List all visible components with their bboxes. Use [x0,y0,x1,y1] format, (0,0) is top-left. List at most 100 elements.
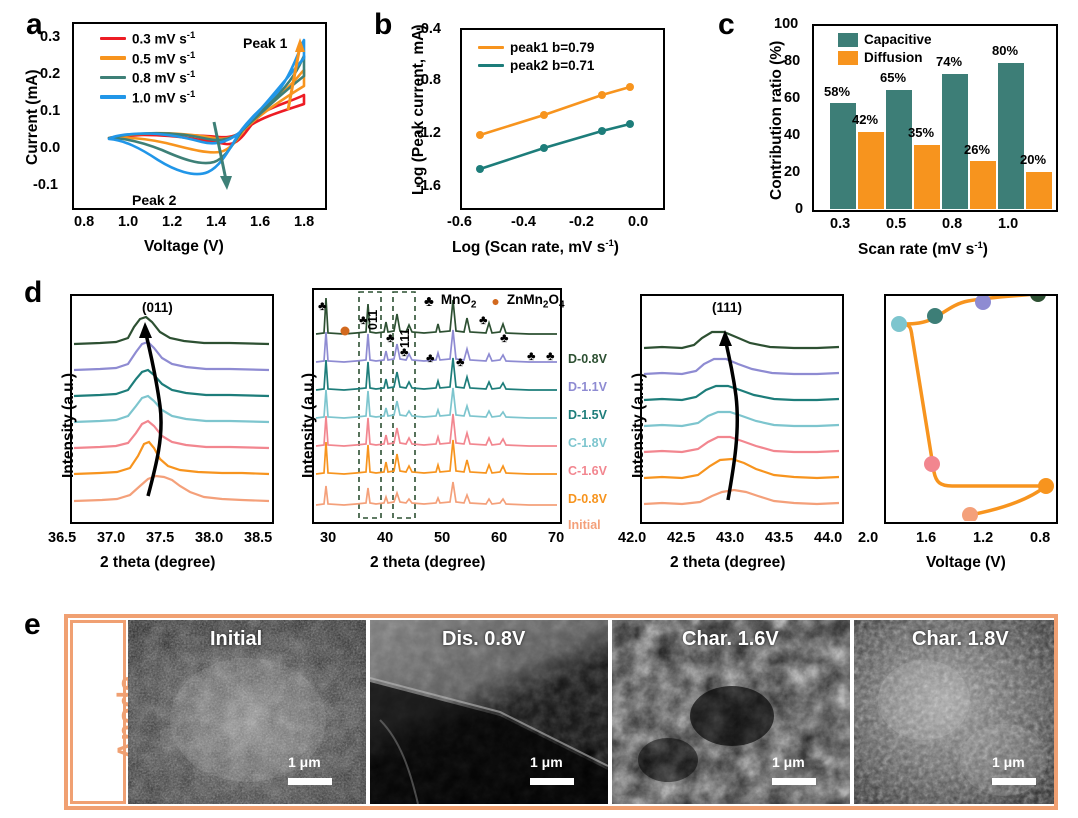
x-tick-d4-3: 0.8 [1030,530,1051,546]
sem-texture-char18 [854,620,1054,804]
panel-a-legend: 0.3 mV s-1 0.5 mV s-1 0.8 mV s-1 1.0 mV … [100,30,195,108]
legend-line-icon [478,63,504,68]
x-tick-d1-3: 38.0 [195,530,224,546]
x-tick-d2-4: 70 [548,530,565,546]
panel-c-plot [812,24,1058,212]
y-axis-label-d1: Intensity (a.u.) [60,372,77,478]
x-tick-a-2: 1.2 [162,214,183,230]
club-marker-icon: ♣ [400,344,409,359]
legend-label: 0.5 mV s-1 [132,49,196,67]
voltage-profile-svg [891,296,1054,521]
state-label-d-1-1v: D-1.1V [568,380,607,394]
legend-item-2: 0.8 mV s-1 [100,69,195,86]
x-tick-c-3: 1.0 [998,216,1019,232]
x-tick-d1-2: 37.5 [146,530,175,546]
sem-texture-initial [128,620,366,804]
panel-b-plot [460,28,665,210]
panel-letter-a: a [26,8,43,41]
legend-line-icon [100,56,126,60]
x-tick-a-0: 0.8 [74,214,95,230]
xrd-011-zoom-svg [73,315,270,503]
x-tick-d3-1: 42.5 [667,530,696,546]
panel-c-legend: Capacitive Diffusion [838,32,932,68]
phase-label-znmn2o4: ZnMn2O4 [506,292,565,311]
cv-curves-svg [107,38,306,190]
bar-label-dif-1: 35% [908,125,935,140]
club-marker-icon: ♣ [527,348,536,363]
xrd-111-zoom-svg [643,330,840,506]
state-label-d-0-8v: D-0.8V [568,492,607,506]
x-tick-b-1: -0.4 [511,214,536,230]
legend-item-3: 1.0 mV s-1 [100,89,195,105]
x-tick-c-1: 0.5 [886,216,907,232]
x-tick-b-0: -0.6 [447,214,472,230]
panel-letter-c: c [718,8,735,41]
legend-item-diffusion: Diffusion [838,50,932,65]
xrd-full-svg [315,291,557,519]
x-tick-a-5: 1.8 [294,214,315,230]
legend-label: 0.3 mV s-1 [132,30,196,47]
x-tick-d2-0: 30 [320,530,337,546]
x-tick-d3-3: 43.5 [765,530,794,546]
bar-label-dif-2: 26% [964,142,991,157]
y-tick-b-1: -0.8 [416,72,441,88]
x-axis-label-d1: 2 theta (degree) [100,554,216,571]
y-tick-c-0: 100 [774,16,799,32]
circle-symbol-icon: ● [491,293,500,310]
panel-letter-e: e [24,608,41,641]
sem-texture-char16 [612,620,850,804]
club-symbol-icon: ♣ [424,292,434,310]
x-tick-c-2: 0.8 [942,216,963,232]
x-tick-b-3: 0.0 [628,214,649,230]
y-axis-label-d3: Intensity (a.u.) [630,372,647,478]
anode-label-box [70,620,126,804]
bar-label-cap-3: 80% [992,43,1019,58]
club-marker-icon: ♣ [426,350,435,365]
legend-item-capacitive: Capacitive [838,32,932,47]
y-tick-a-0: 0.3 [40,29,61,45]
panel-a-plot [72,22,327,210]
y-axis-label-c: Contribution ratio (%) [768,40,785,200]
y-axis-label-b: Log (Peak current, mA) [410,24,427,195]
club-marker-icon: ♣ [546,348,555,363]
sem-image-dis-0-8v [370,620,608,804]
club-marker-icon: ♣ [456,354,465,369]
legend-line-icon [100,36,126,40]
y-tick-c-4: 20 [784,164,801,180]
x-tick-d4-2: 1.2 [973,530,994,546]
legend-label: Capacitive [864,32,932,47]
y-tick-c-3: 40 [784,127,801,143]
state-label-c-1-8v: C-1.8V [568,436,607,450]
panel-d-sub4-plot [884,294,1058,524]
scale-bar-dis-0-8v [530,778,574,785]
x-tick-d1-4: 38.5 [244,530,273,546]
bar-label-cap-1: 65% [880,70,907,85]
scale-text-initial: 1 μm [288,754,321,770]
peak-label-111: (111) [712,300,743,315]
scale-text-char-1-6v: 1 μm [772,754,805,770]
annotation-peak-2: Peak 2 [132,192,177,208]
y-tick-b-3: -1.6 [416,178,441,194]
y-tick-c-1: 80 [784,53,801,69]
legend-line-icon [478,45,504,50]
x-tick-d4-0: 2.0 [858,530,879,546]
legend-label: Diffusion [864,50,923,65]
x-tick-d2-1: 40 [377,530,394,546]
sem-caption-dis-0-8v: Dis. 0.8V [442,628,526,650]
x-tick-b-2: -0.2 [569,214,594,230]
y-tick-c-2: 60 [784,90,801,106]
sem-image-char-1-6v [612,620,850,804]
panel-d-sub1-plot [70,294,274,524]
legend-line-icon [100,75,126,79]
x-tick-d3-4: 44.0 [814,530,843,546]
club-marker-icon: ♣ [318,298,327,313]
legend-item-1: 0.5 mV s-1 [100,49,196,67]
x-axis-label-b: Log (Scan rate, mV s-1) [452,238,619,257]
x-tick-a-1: 1.0 [118,214,139,230]
bar-label-cap-0: 58% [824,84,851,99]
bar-label-cap-2: 74% [936,54,963,69]
x-tick-a-4: 1.6 [250,214,271,230]
x-tick-d3-2: 43.0 [716,530,745,546]
bar-label-dif-3: 20% [1020,152,1047,167]
